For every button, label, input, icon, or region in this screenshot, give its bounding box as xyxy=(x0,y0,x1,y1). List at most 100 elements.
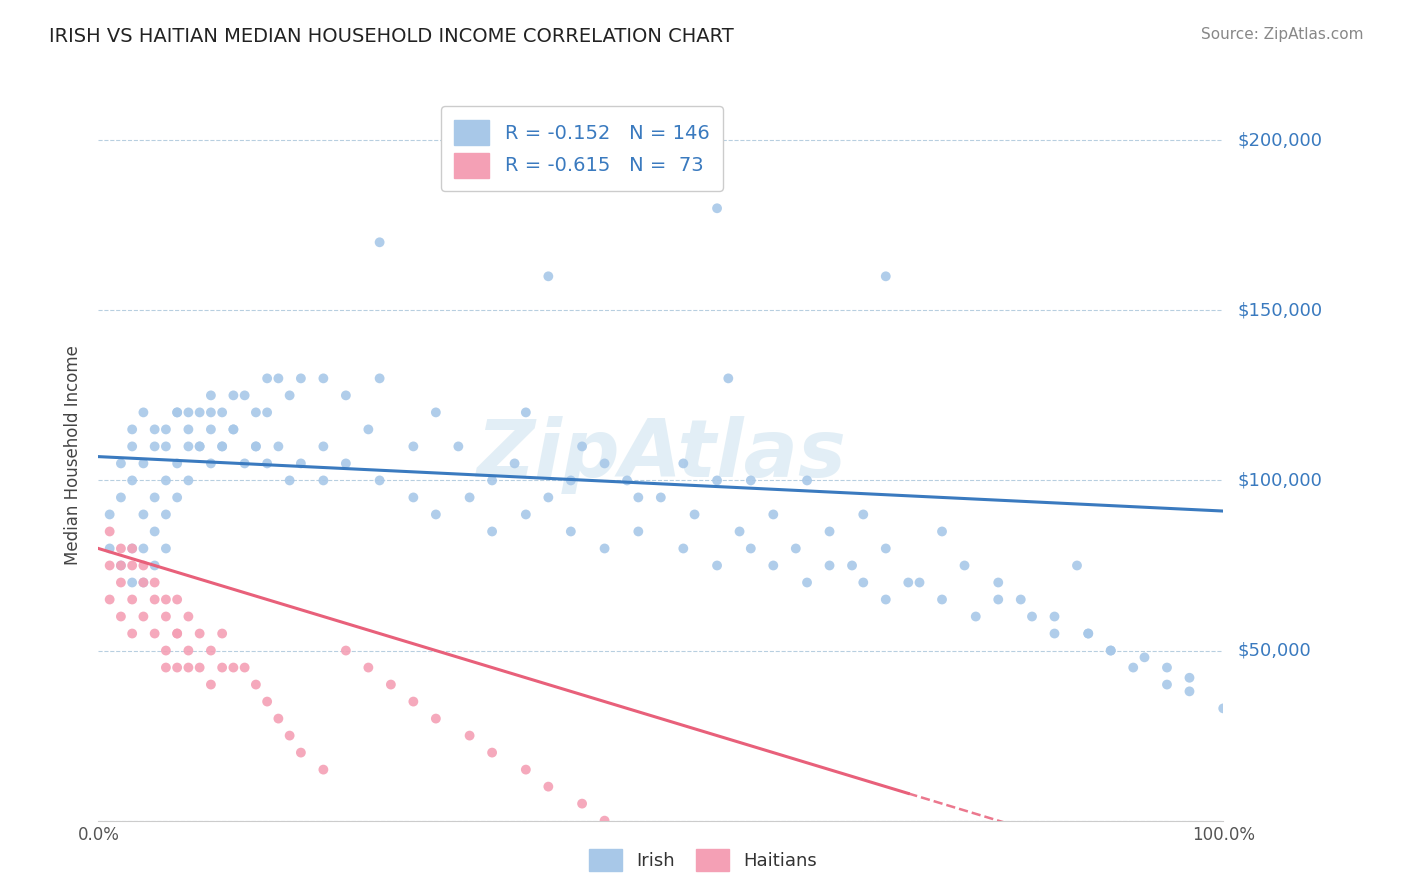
Point xyxy=(245,405,267,419)
Point xyxy=(458,729,481,743)
Point xyxy=(875,269,897,284)
Point xyxy=(368,371,391,385)
Point xyxy=(818,830,841,845)
Point xyxy=(571,797,593,811)
Point xyxy=(132,575,155,590)
Point xyxy=(908,575,931,590)
Point xyxy=(98,558,121,573)
Point xyxy=(256,457,278,471)
Point xyxy=(245,677,267,691)
Point xyxy=(447,439,470,453)
Point xyxy=(200,643,222,657)
Point xyxy=(1178,684,1201,698)
Point xyxy=(200,422,222,436)
Point xyxy=(155,643,177,657)
Point xyxy=(740,541,762,556)
Point xyxy=(515,763,537,777)
Point xyxy=(965,609,987,624)
Text: IRISH VS HAITIAN MEDIAN HOUSEHOLD INCOME CORRELATION CHART: IRISH VS HAITIAN MEDIAN HOUSEHOLD INCOME… xyxy=(49,27,734,45)
Legend: R = -0.152   N = 146, R = -0.615   N =  73: R = -0.152 N = 146, R = -0.615 N = 73 xyxy=(441,106,723,191)
Point xyxy=(256,405,278,419)
Point xyxy=(155,592,177,607)
Point xyxy=(380,677,402,691)
Point xyxy=(211,626,233,640)
Point xyxy=(233,660,256,674)
Point xyxy=(143,626,166,640)
Point xyxy=(1043,609,1066,624)
Point xyxy=(211,405,233,419)
Point xyxy=(200,405,222,419)
Point xyxy=(166,626,188,640)
Point xyxy=(155,541,177,556)
Point xyxy=(200,457,222,471)
Point xyxy=(211,660,233,674)
Point xyxy=(121,439,143,453)
Point xyxy=(1066,558,1088,573)
Point xyxy=(110,558,132,573)
Point xyxy=(627,830,650,845)
Point xyxy=(256,371,278,385)
Point xyxy=(177,643,200,657)
Point xyxy=(616,474,638,488)
Point xyxy=(1122,660,1144,674)
Point xyxy=(312,371,335,385)
Point xyxy=(233,388,256,402)
Point xyxy=(312,474,335,488)
Point xyxy=(121,626,143,640)
Point xyxy=(222,422,245,436)
Point xyxy=(335,388,357,402)
Point xyxy=(987,575,1010,590)
Point xyxy=(571,439,593,453)
Point xyxy=(143,491,166,505)
Point xyxy=(537,780,560,794)
Point xyxy=(155,439,177,453)
Point xyxy=(143,524,166,539)
Point xyxy=(110,558,132,573)
Point xyxy=(953,558,976,573)
Point xyxy=(1021,609,1043,624)
Point xyxy=(762,864,785,879)
Point xyxy=(965,881,987,892)
Point xyxy=(627,524,650,539)
Point xyxy=(200,677,222,691)
Point xyxy=(166,457,188,471)
Point xyxy=(537,491,560,505)
Point xyxy=(290,746,312,760)
Point xyxy=(683,508,706,522)
Point xyxy=(785,541,807,556)
Point xyxy=(121,541,143,556)
Point xyxy=(425,405,447,419)
Point xyxy=(132,609,155,624)
Point xyxy=(166,660,188,674)
Point xyxy=(256,695,278,709)
Legend: Irish, Haitians: Irish, Haitians xyxy=(582,842,824,879)
Point xyxy=(481,474,503,488)
Point xyxy=(155,609,177,624)
Point xyxy=(222,660,245,674)
Point xyxy=(278,729,301,743)
Point xyxy=(627,491,650,505)
Point xyxy=(211,439,233,453)
Point xyxy=(706,830,728,845)
Point xyxy=(335,457,357,471)
Point xyxy=(98,508,121,522)
Point xyxy=(875,592,897,607)
Point xyxy=(166,405,188,419)
Text: $100,000: $100,000 xyxy=(1237,472,1322,490)
Y-axis label: Median Household Income: Median Household Income xyxy=(65,345,83,565)
Point xyxy=(98,592,121,607)
Point xyxy=(1099,643,1122,657)
Point xyxy=(110,457,132,471)
Point xyxy=(560,474,582,488)
Point xyxy=(155,474,177,488)
Text: Source: ZipAtlas.com: Source: ZipAtlas.com xyxy=(1201,27,1364,42)
Point xyxy=(110,575,132,590)
Point xyxy=(908,881,931,892)
Point xyxy=(1099,643,1122,657)
Point xyxy=(650,847,672,862)
Point xyxy=(357,422,380,436)
Point xyxy=(188,626,211,640)
Point xyxy=(188,405,211,419)
Point xyxy=(278,474,301,488)
Point xyxy=(110,609,132,624)
